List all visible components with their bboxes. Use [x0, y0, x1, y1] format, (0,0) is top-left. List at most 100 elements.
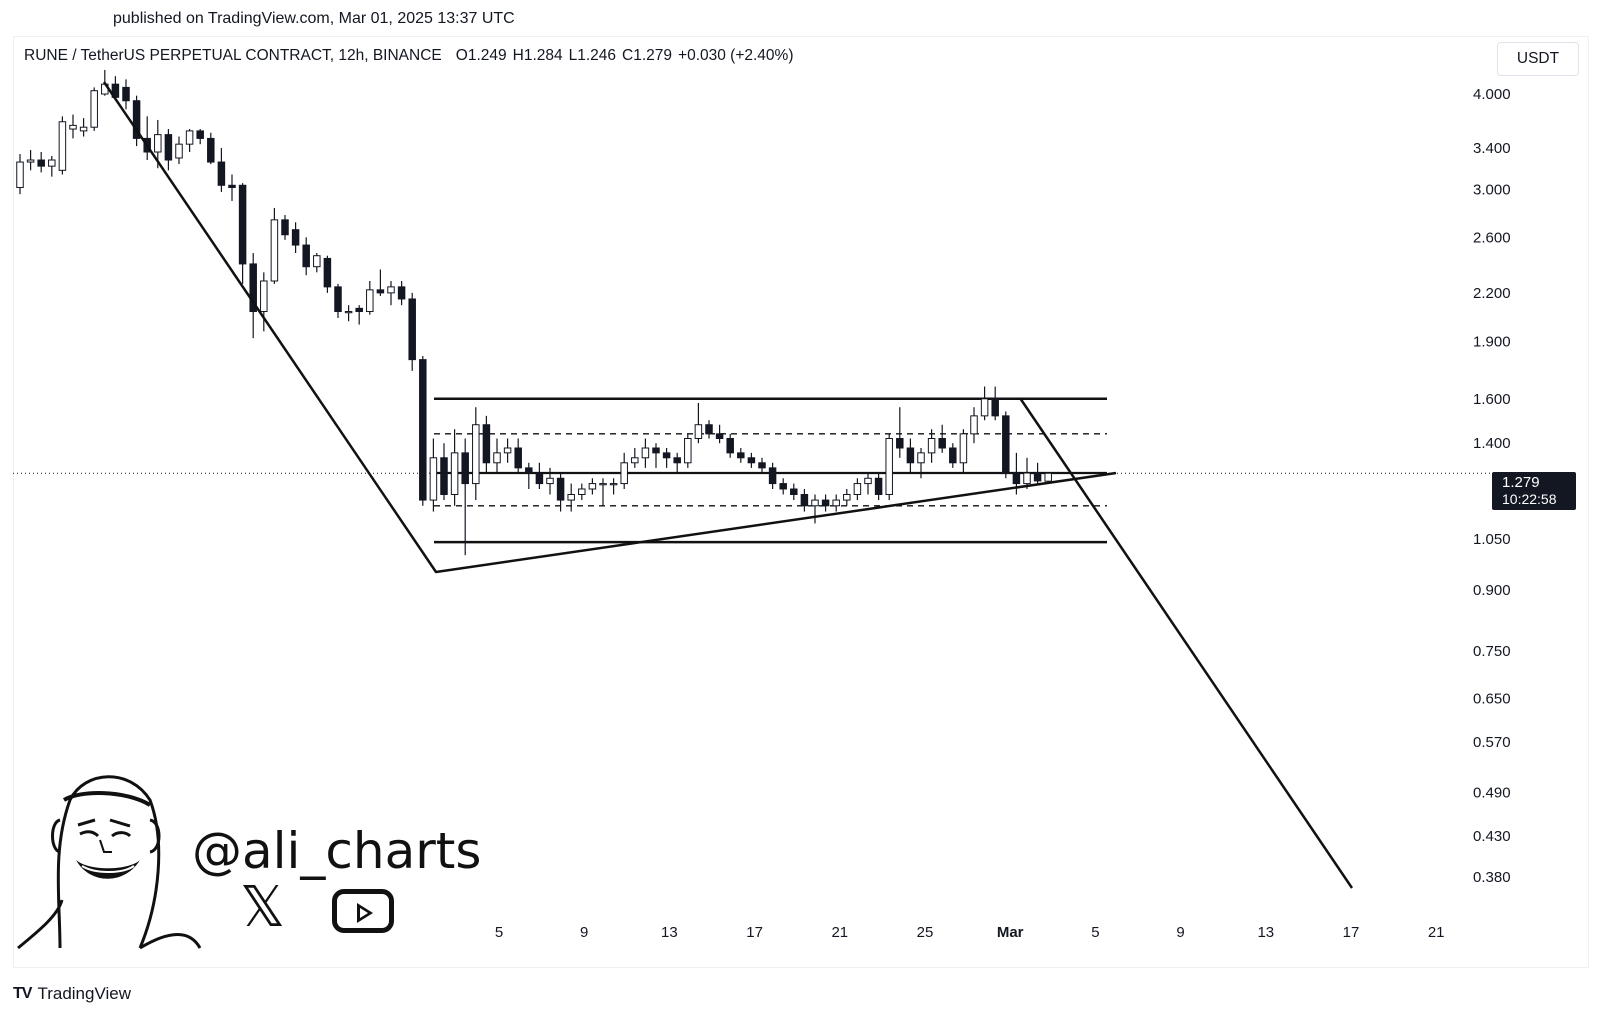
candle: [853, 478, 862, 501]
candle-body: [800, 493, 809, 507]
candle-body: [260, 280, 268, 313]
candle: [949, 443, 957, 468]
x-tick-label: 21: [831, 924, 848, 941]
candle-body: [217, 161, 226, 186]
candle-body: [885, 437, 893, 495]
candle: [291, 222, 300, 254]
y-tick-label: 0.650: [1473, 690, 1511, 707]
candle-body: [323, 257, 332, 288]
candle: [906, 438, 915, 474]
candle: [313, 253, 321, 273]
legend-high: H1.284: [512, 47, 563, 64]
candle: [535, 462, 544, 489]
candle-body: [16, 161, 24, 188]
candle-body: [684, 437, 692, 464]
candle-body: [185, 130, 194, 145]
symbol-title[interactable]: RUNE / TetherUS PERPETUAL CONTRACT, 12h,…: [24, 47, 442, 64]
candle-body: [249, 263, 257, 313]
candle: [927, 429, 936, 463]
x-tick-label: 5: [495, 924, 503, 941]
candle-body: [715, 433, 724, 439]
candle: [143, 116, 151, 161]
candle: [482, 415, 491, 474]
tradingview-footer[interactable]: TV TradingView: [13, 984, 131, 1004]
candle-body: [355, 307, 363, 313]
candle-body: [175, 143, 183, 159]
y-tick-label: 1.600: [1473, 391, 1511, 408]
candle-body: [790, 488, 798, 495]
y-tick-label: 0.430: [1473, 828, 1511, 845]
candle: [238, 183, 247, 284]
candle-body: [387, 286, 395, 294]
candle-body: [334, 286, 342, 313]
legend-low: L1.246: [568, 47, 617, 64]
candle: [217, 148, 226, 192]
candle: [514, 438, 522, 474]
x-tick-label: 5: [1091, 924, 1099, 941]
candle: [419, 355, 427, 506]
candle-body: [397, 286, 406, 300]
candle-body: [69, 124, 77, 130]
candle-body: [164, 134, 173, 161]
candle-body: [281, 219, 289, 236]
candle-body: [853, 483, 862, 495]
trendline-drawings: [102, 81, 1354, 889]
candle: [48, 155, 56, 177]
candle-body: [450, 452, 459, 495]
candle: [408, 292, 416, 371]
candle-body: [48, 159, 56, 167]
candle-body: [949, 447, 957, 464]
candle: [609, 478, 618, 495]
candle-body: [631, 457, 639, 464]
candle: [556, 473, 565, 512]
projected-drop-line: [1018, 397, 1354, 889]
legend-open: O1.249: [455, 47, 507, 64]
chart-frame: [13, 36, 1589, 968]
last-price-value: 1.279: [1502, 474, 1540, 491]
y-tick-label: 0.900: [1473, 582, 1511, 599]
candle: [747, 452, 756, 468]
candle: [207, 132, 215, 165]
candle: [90, 87, 98, 131]
candle-body: [313, 255, 321, 268]
currency-button[interactable]: USDT: [1497, 42, 1579, 76]
candle: [302, 237, 310, 276]
candle-body: [609, 483, 618, 486]
candle: [26, 150, 35, 171]
candle-body: [991, 398, 999, 417]
candle: [344, 305, 353, 322]
candle-body: [662, 452, 671, 459]
candle-body: [132, 100, 141, 139]
candle: [260, 272, 268, 332]
x-tick-label: 25: [917, 924, 934, 941]
youtube-play-icon: [332, 889, 394, 933]
candle-body: [37, 159, 45, 167]
candle: [493, 438, 501, 474]
candle: [37, 151, 45, 173]
candle-body: [917, 452, 925, 464]
y-tick-label: 3.400: [1473, 140, 1511, 157]
candle-body: [493, 452, 501, 464]
candle-body: [1023, 472, 1031, 485]
candle-body: [419, 359, 427, 501]
candle-body: [588, 483, 597, 490]
candle: [164, 129, 173, 171]
candle: [270, 207, 279, 284]
falling-wedge-outline: [102, 81, 1117, 574]
candle: [588, 478, 597, 495]
candle: [779, 478, 787, 495]
candle-body: [546, 477, 554, 485]
candles-layer: [16, 69, 1052, 556]
candle-body: [472, 424, 480, 485]
candle: [461, 438, 469, 556]
candle-body: [344, 311, 353, 314]
candle-body: [737, 452, 745, 459]
candle: [980, 386, 989, 421]
candle: [652, 443, 660, 468]
candle-body: [874, 477, 883, 495]
legend-close: C1.279: [622, 47, 673, 64]
candle-body: [599, 483, 607, 486]
y-tick-label: 2.600: [1473, 229, 1511, 246]
published-caption: published on TradingView.com, Mar 01, 20…: [113, 10, 515, 27]
